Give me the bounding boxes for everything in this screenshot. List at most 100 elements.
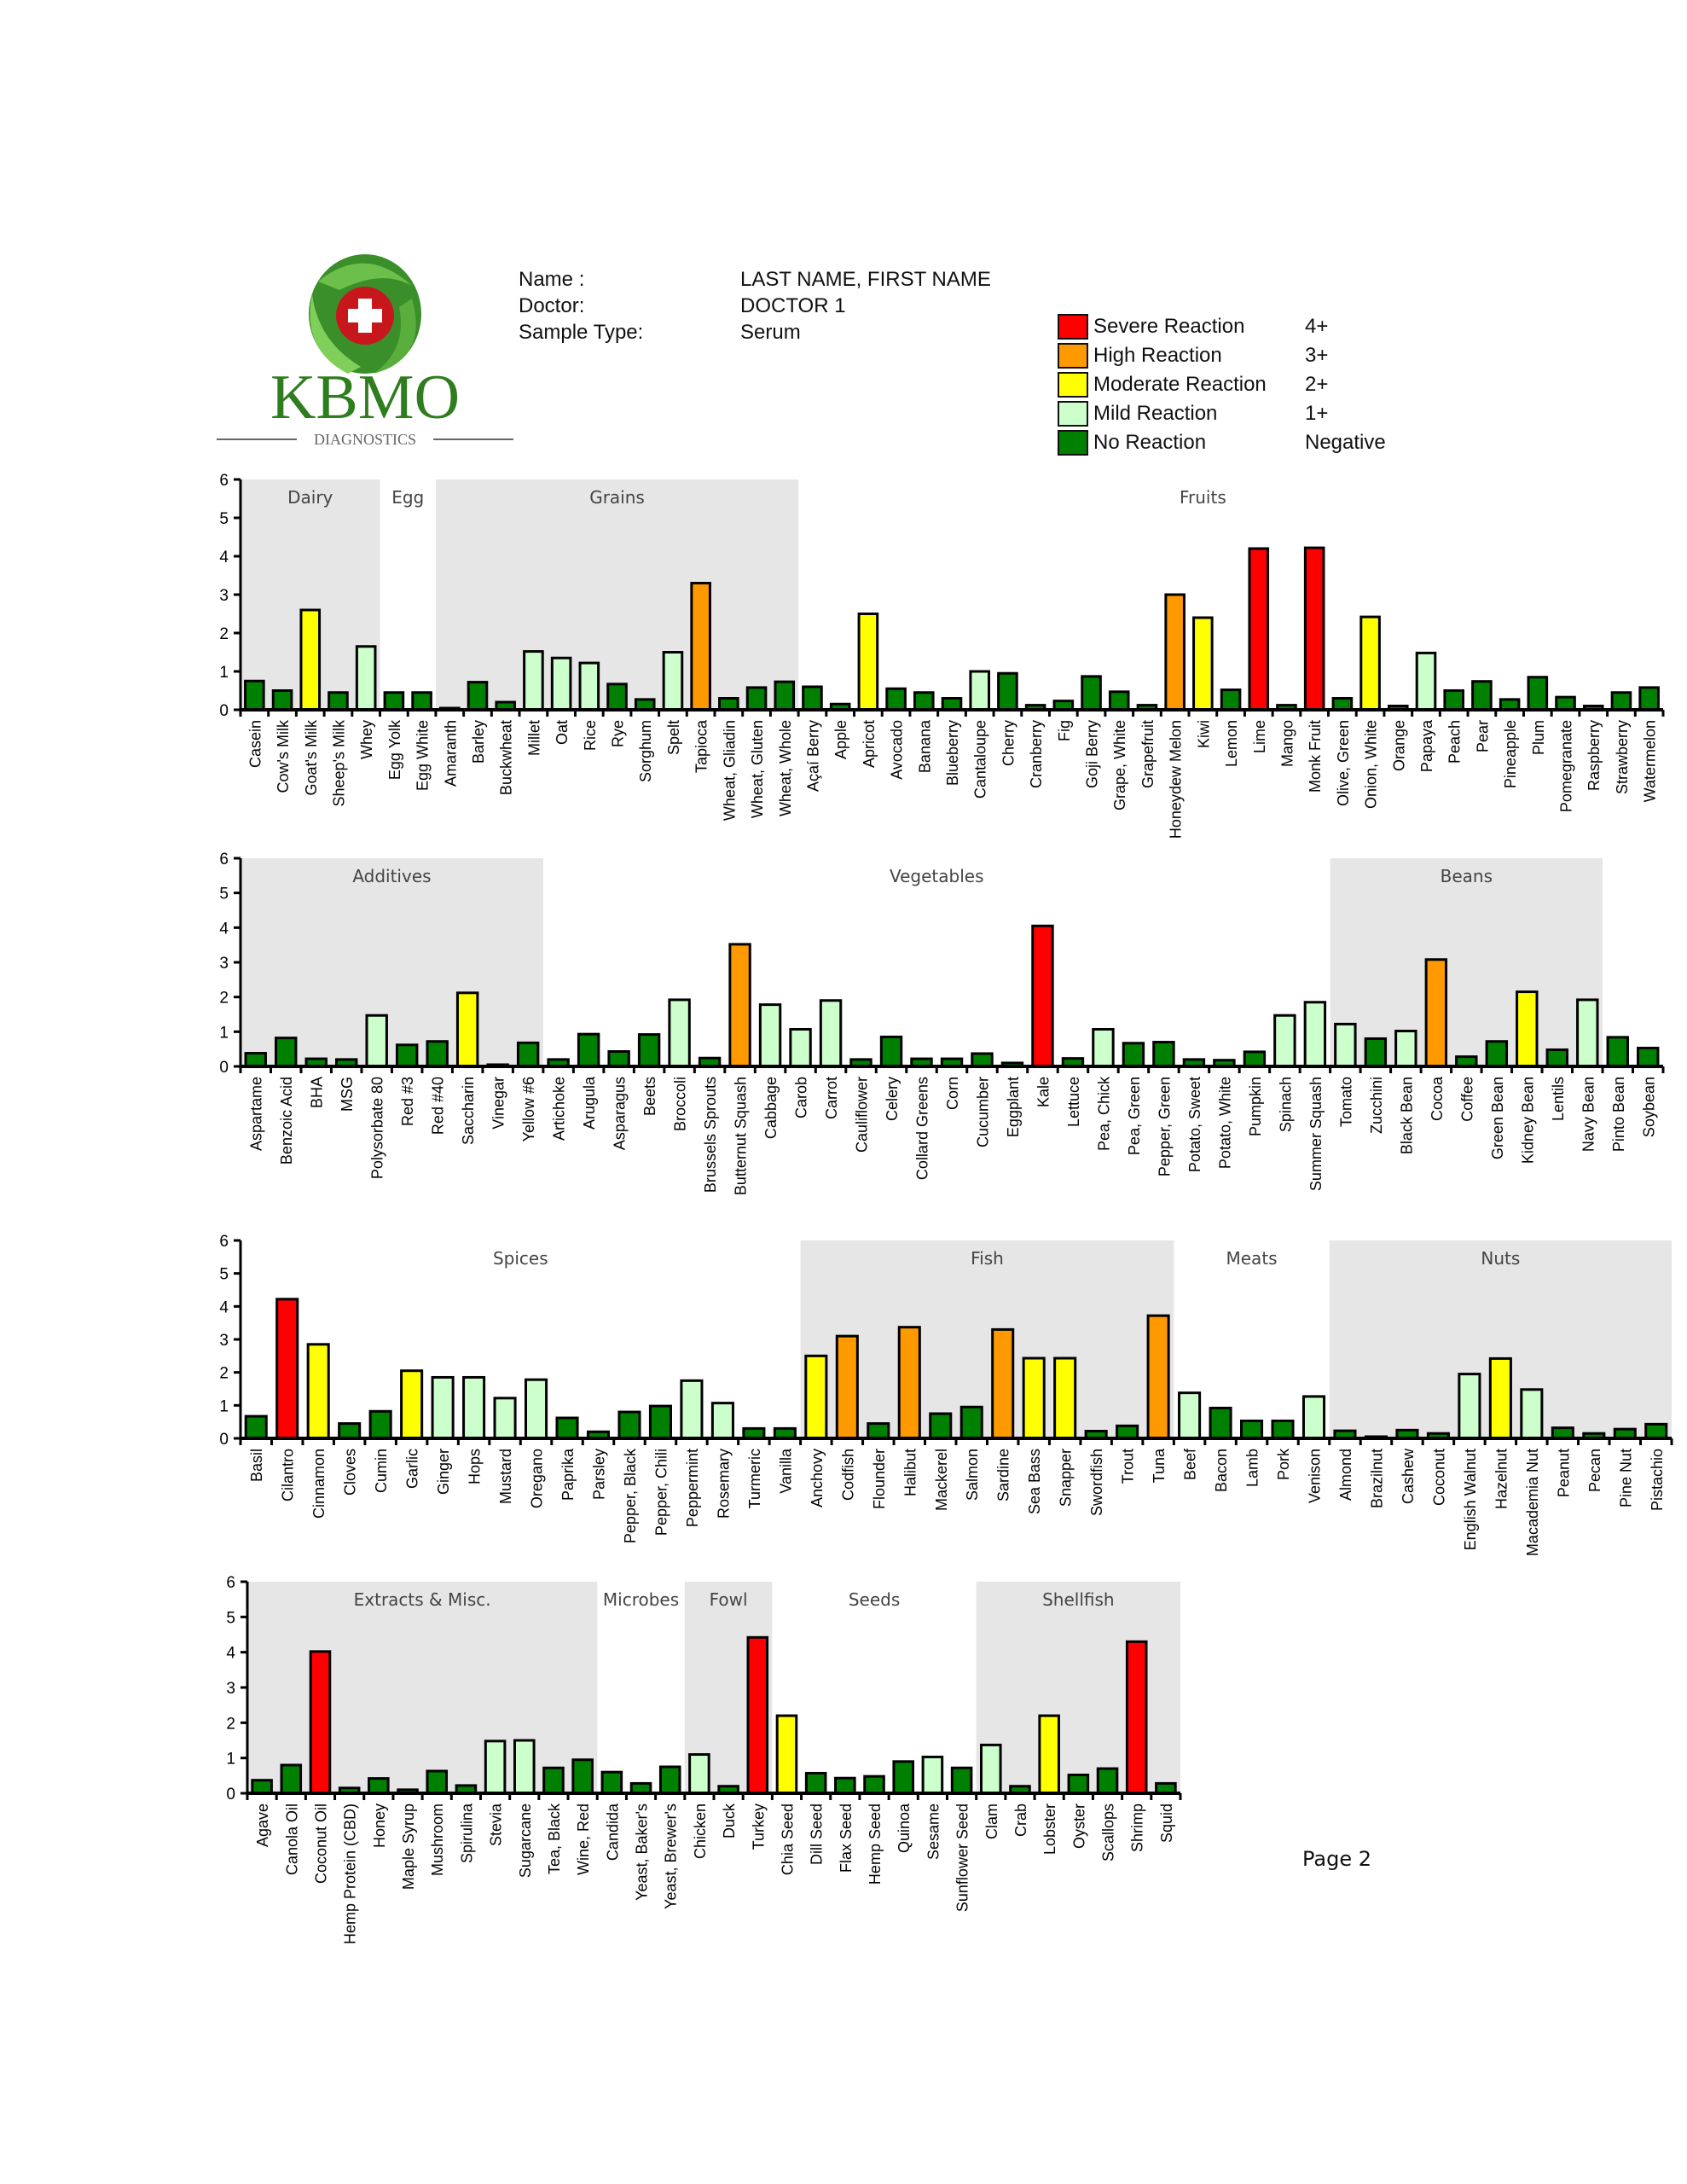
bar <box>690 582 711 712</box>
bar <box>1303 546 1325 712</box>
x-tick-label: Rice <box>582 720 599 751</box>
x-tick-label: Navy Bean <box>1580 1077 1597 1152</box>
x-tick-label: Coconut <box>1430 1449 1447 1506</box>
group-label: Grains <box>589 487 645 508</box>
x-tick-label: Lemon <box>1223 720 1240 767</box>
bar <box>835 1334 859 1440</box>
kbmo-logo: KBMO DIAGNOSTICS <box>212 247 519 452</box>
y-tick-label: 0 <box>219 702 229 720</box>
bar <box>1125 1640 1148 1795</box>
x-tick-label: Pinto Bean <box>1610 1077 1627 1152</box>
legend-grade: Negative <box>1305 431 1386 454</box>
x-tick-label: Soybean <box>1640 1077 1657 1137</box>
x-tick-label: Swordfish <box>1088 1449 1105 1516</box>
x-tick-label: Apple <box>832 720 849 759</box>
bar <box>774 680 796 712</box>
bar <box>1038 1714 1060 1795</box>
x-tick-label: Banana <box>916 719 933 773</box>
bar <box>1271 1420 1295 1440</box>
x-tick-label: Macademia Nut <box>1524 1449 1541 1556</box>
x-tick-label: Pineapple <box>1502 720 1519 788</box>
group-label: Fruits <box>1180 487 1226 508</box>
group-label: Fish <box>971 1248 1004 1269</box>
x-tick-label: Zucchini <box>1368 1077 1385 1134</box>
legend-item-severe: Severe Reaction 4+ <box>1058 312 1386 341</box>
bar <box>1220 688 1242 712</box>
group-label: Additives <box>352 866 431 886</box>
x-tick-label: Duck <box>721 1803 738 1838</box>
x-tick-label: Sardine <box>995 1449 1012 1502</box>
y-tick-label: 5 <box>219 1266 229 1284</box>
x-tick-label: Cloves <box>342 1449 359 1496</box>
bar <box>802 685 823 712</box>
x-tick-label: Almond <box>1337 1449 1354 1501</box>
bar <box>1576 998 1599 1068</box>
x-tick-label: Peanut <box>1555 1449 1572 1497</box>
x-tick-label: Codfish <box>839 1449 856 1501</box>
x-tick-label: Maple Syrup <box>400 1804 417 1890</box>
x-tick-label: Casein <box>246 720 264 768</box>
x-tick-label: Sheep's Milk <box>330 719 347 806</box>
bar <box>383 691 405 712</box>
x-tick-label: Kale <box>1035 1077 1052 1107</box>
bar <box>493 1397 517 1440</box>
x-tick-label: Cashew <box>1400 1448 1417 1504</box>
x-tick-label: Eggplant <box>1005 1077 1022 1137</box>
bar <box>668 998 691 1068</box>
bar <box>745 686 768 712</box>
bar <box>400 1369 424 1440</box>
x-tick-label: Cumin <box>373 1449 390 1493</box>
x-tick-label: Red #40 <box>430 1077 447 1135</box>
x-tick-label: Tomato <box>1337 1077 1354 1127</box>
x-tick-label: Arugula <box>581 1076 598 1130</box>
group-panel <box>800 1240 1174 1438</box>
bar <box>1488 1356 1512 1440</box>
bar <box>971 1052 994 1068</box>
bar <box>950 1766 973 1795</box>
x-tick-label: Cucumber <box>974 1077 991 1147</box>
x-tick-label: Potato, Sweet <box>1186 1077 1203 1172</box>
bar <box>897 1326 921 1440</box>
legend-label: Moderate Reaction <box>1093 373 1267 396</box>
x-tick-label: Shrimp <box>1129 1804 1146 1852</box>
x-tick-label: Polysorbate 80 <box>369 1077 386 1179</box>
bar <box>1458 1373 1481 1440</box>
bar <box>867 1422 890 1440</box>
bar <box>1520 1388 1544 1440</box>
x-tick-label: Fig <box>1056 720 1073 741</box>
legend-swatch <box>1058 314 1088 340</box>
x-tick-label: Egg White <box>415 720 432 791</box>
bar <box>607 1050 630 1068</box>
x-tick-label: Green Bean <box>1489 1077 1506 1159</box>
x-tick-label: Candida <box>604 1803 621 1861</box>
bar <box>929 1412 953 1440</box>
bar <box>1240 1420 1264 1440</box>
x-tick-label: Sunflower Seed <box>954 1804 971 1912</box>
x-tick-label: English Walnut <box>1462 1449 1479 1550</box>
y-tick-label: 1 <box>219 1024 229 1042</box>
x-tick-label: Apricot <box>861 720 878 768</box>
x-tick-label: Grape, White <box>1111 720 1128 810</box>
x-tick-label: Blueberry <box>944 720 961 786</box>
legend-item-none: No Reaction Negative <box>1058 428 1386 457</box>
y-tick-label: 6 <box>219 472 229 490</box>
bar <box>997 671 1018 712</box>
y-tick-label: 4 <box>219 920 229 938</box>
x-tick-label: Wheat, Gluten <box>749 720 766 818</box>
x-tick-label: Papaya <box>1418 719 1435 772</box>
y-tick-label: 1 <box>226 1751 235 1769</box>
group-label: Seeds <box>849 1589 900 1610</box>
bar <box>1415 651 1437 712</box>
bar <box>516 1041 540 1068</box>
bar-chart: Spices Fish Meats Nuts 0 1 2 3 4 5 6 Basil Cilantro C… <box>219 1233 1673 1556</box>
bar <box>758 1003 782 1068</box>
bar <box>271 689 293 712</box>
x-tick-label: Peach <box>1446 720 1464 764</box>
doctor-name: DOCTOR 1 <box>740 294 846 317</box>
group-label: Meats <box>1226 1248 1278 1269</box>
bar <box>523 650 544 712</box>
x-tick-label: Tuna <box>1151 1448 1168 1483</box>
bar <box>688 1753 710 1795</box>
x-tick-label: Bacon <box>1213 1449 1230 1492</box>
bar <box>834 1776 856 1795</box>
